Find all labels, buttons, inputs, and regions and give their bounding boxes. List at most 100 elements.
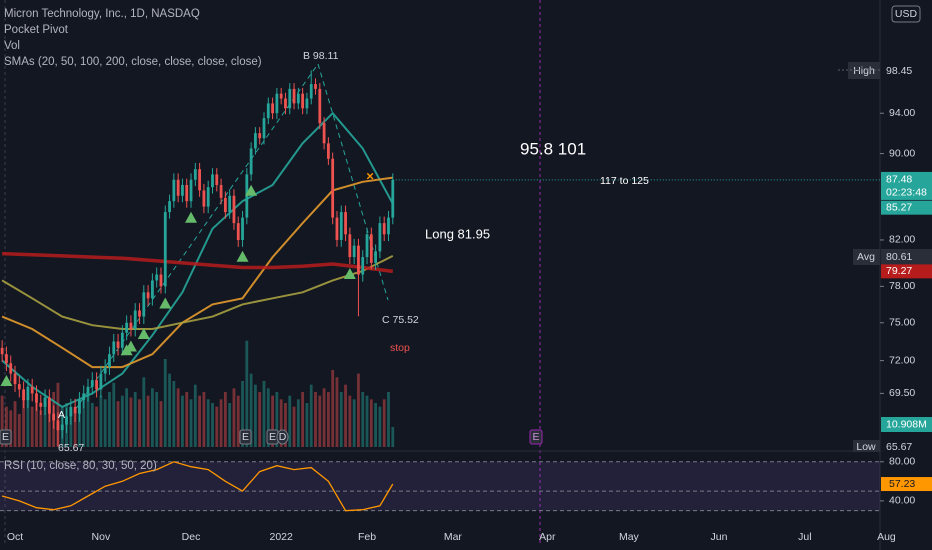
x-tick-label: Dec (182, 531, 201, 543)
candle-body (322, 123, 326, 144)
volume-bar (382, 399, 386, 447)
volume-value: 10.908M (886, 418, 927, 430)
candle-body (236, 223, 240, 240)
x-tick-label: Jul (798, 531, 811, 543)
event: E (2, 431, 9, 443)
candle-body (374, 251, 378, 263)
sma-line (1, 176, 393, 369)
candle-body (309, 84, 313, 99)
volume-bar (266, 388, 270, 447)
low-value: 65.67 (886, 441, 912, 453)
y-tick-label: 94.00 (889, 107, 915, 119)
volume-bar (155, 392, 159, 447)
candle-body (176, 179, 180, 196)
candle-body (35, 393, 38, 403)
x-tick-label: Mar (444, 531, 463, 543)
candle-body (78, 400, 81, 414)
candle-body (155, 274, 159, 281)
volume-bar (262, 381, 266, 447)
volume-bar (112, 382, 116, 447)
candle-body (387, 217, 390, 235)
candle-body (43, 397, 47, 407)
candle-body (382, 223, 386, 235)
candle-body (95, 380, 98, 390)
candle-body (142, 292, 146, 317)
volume-bar (168, 373, 171, 447)
event-box (239, 429, 252, 445)
volume-bar (30, 406, 34, 447)
volume-bar (258, 392, 262, 447)
volume-bar (223, 392, 227, 447)
volume-bar (339, 392, 343, 447)
indicator: SMAs (20, 50, 100, 200, close, close, cl… (4, 56, 262, 68)
pocket-pivot (343, 268, 356, 280)
candle-body (52, 413, 56, 421)
event: E (269, 431, 276, 443)
volume-bar (271, 395, 274, 447)
high-value-box (881, 62, 932, 79)
sma-value-box (881, 200, 932, 215)
annotation: 117 to 125 (600, 175, 649, 187)
annotation: A (58, 409, 65, 421)
high-label: High (853, 65, 875, 77)
volume-bar (284, 403, 287, 447)
candle-body (365, 234, 369, 258)
volume-bar (108, 392, 111, 447)
plot (0, 70, 880, 512)
candle-body (391, 179, 395, 218)
candle-body (39, 402, 43, 407)
candle-body (86, 386, 90, 394)
volume-bar (249, 373, 253, 447)
volume-bar (241, 381, 244, 447)
event-box (276, 429, 289, 445)
volume-bar (82, 395, 86, 447)
candle-body (30, 386, 34, 394)
candle-body (271, 103, 274, 114)
sma-line (1, 255, 394, 330)
event: E (532, 431, 539, 443)
volume-bar (163, 359, 167, 447)
volume-bar (43, 397, 47, 447)
candle-body (241, 217, 244, 240)
pocket-pivot (137, 327, 150, 339)
volume-bar (181, 395, 184, 447)
candle-body (254, 133, 257, 149)
pocket-pivot (185, 211, 198, 223)
volume-bar (279, 399, 283, 447)
annotation: B 98.11 (303, 50, 339, 62)
candle-body (99, 373, 103, 390)
pocket-pivot (236, 250, 249, 262)
volume-bar (189, 399, 193, 447)
volume-bar (275, 392, 279, 447)
candle-body (211, 174, 214, 188)
candle-body (116, 341, 120, 348)
candle-body (26, 386, 30, 401)
volume-bar (215, 406, 219, 447)
volume-bar (13, 401, 17, 447)
volume-bar (391, 427, 395, 447)
candle-body (172, 179, 176, 202)
event: D (279, 431, 287, 443)
volume-bar (159, 401, 163, 447)
avg-value: 80.61 (886, 251, 912, 263)
volume-bar (361, 392, 365, 447)
candle-body (73, 406, 77, 414)
volume-bar (47, 401, 51, 447)
avg-label: Avg (857, 251, 875, 263)
volume-bar (133, 392, 137, 447)
volume-bar (305, 403, 309, 447)
candle-body (288, 88, 292, 109)
candle-body (189, 179, 193, 202)
candle-body (219, 185, 223, 198)
candle-body (168, 201, 171, 213)
candle-body (326, 143, 330, 159)
volume-bar (86, 392, 90, 447)
volume-bar (172, 381, 176, 447)
sma-value-box (881, 264, 932, 279)
candle-body (90, 380, 94, 387)
volume-bar (309, 384, 313, 447)
volume-bar (176, 388, 180, 447)
candle-body (198, 169, 202, 191)
candle-body (262, 118, 266, 139)
